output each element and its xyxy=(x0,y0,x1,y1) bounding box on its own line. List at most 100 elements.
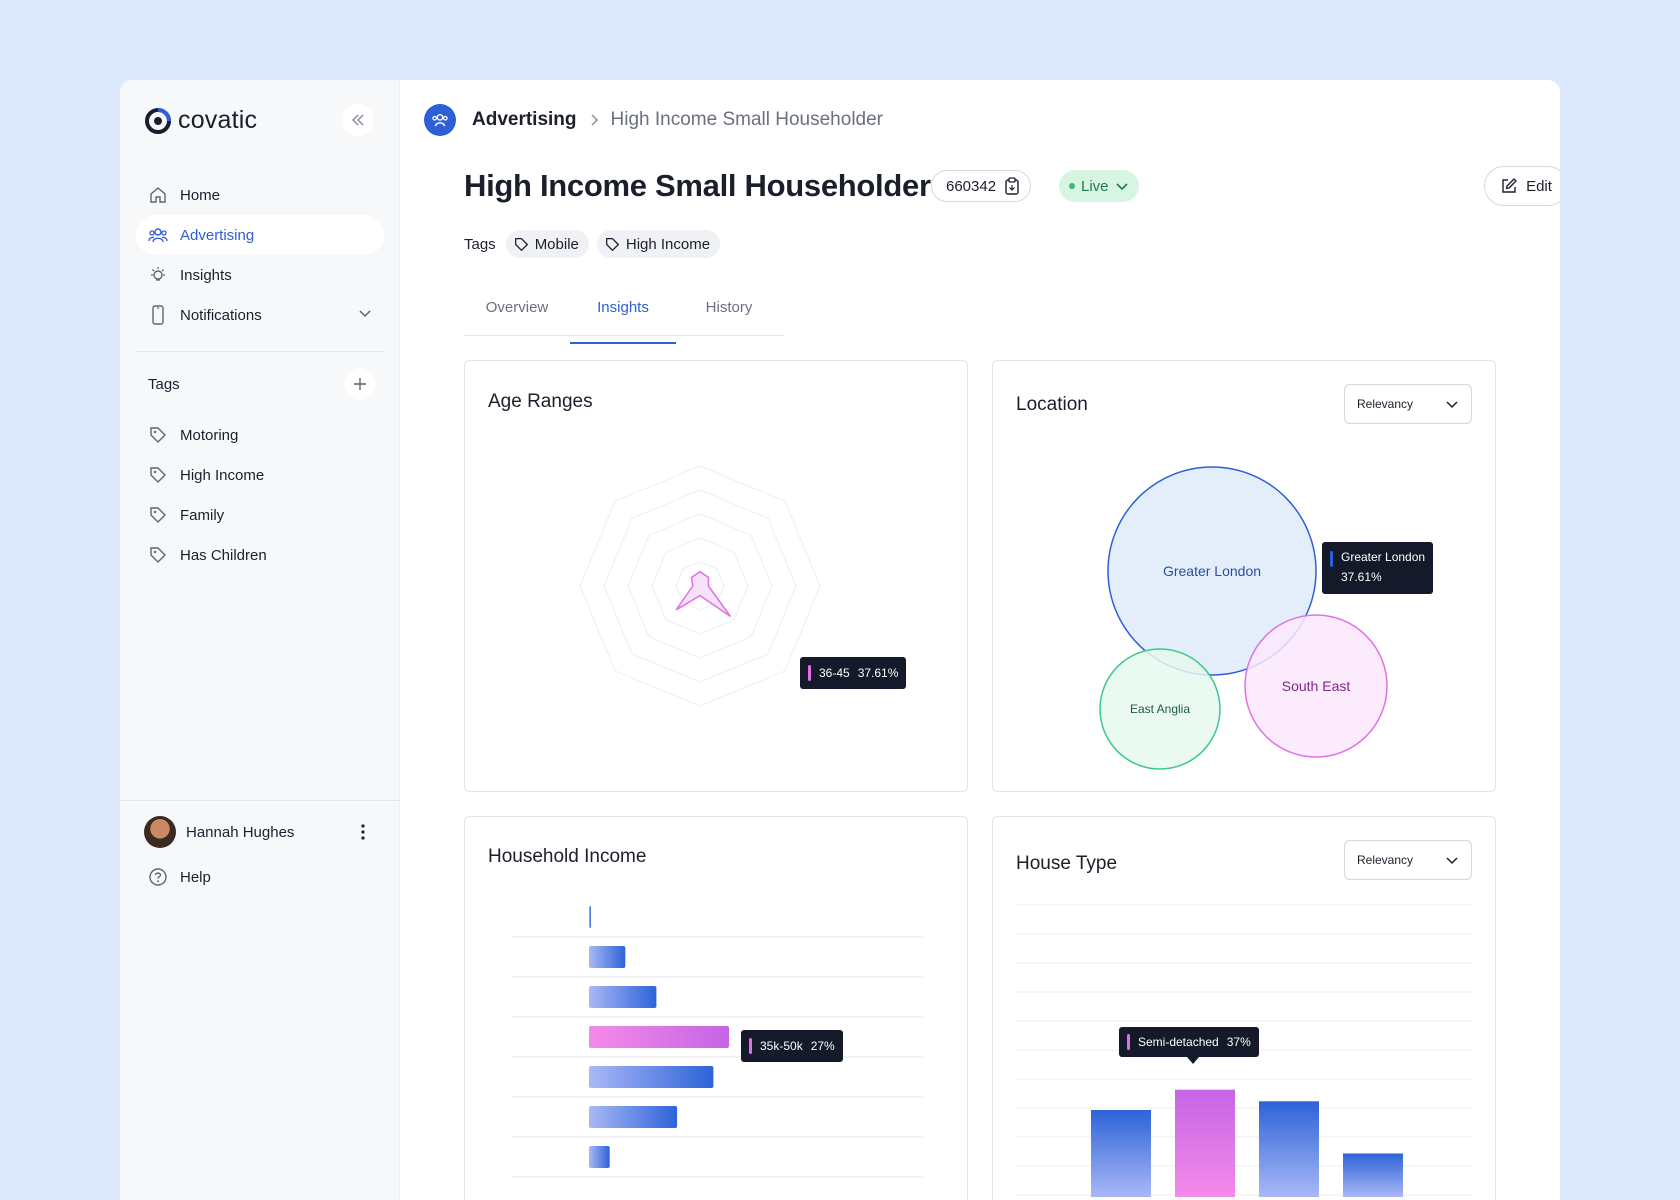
sidebar-tag-list: Motoring High Income Family Has Children xyxy=(136,415,384,575)
sidebar-tag-has-children[interactable]: Has Children xyxy=(136,535,384,575)
bubble-label-greater-london: Greater London xyxy=(1163,563,1261,579)
logo-text: covatic xyxy=(178,106,258,134)
chevron-down-icon xyxy=(1115,183,1128,191)
tag-icon xyxy=(148,505,168,525)
income-bar xyxy=(589,906,591,928)
nav-label: Notifications xyxy=(180,306,262,324)
income-bar xyxy=(589,1026,729,1048)
nav-item-notifications[interactable]: Notifications xyxy=(136,295,384,335)
income-bar xyxy=(589,946,626,968)
chevron-right-icon xyxy=(589,114,599,126)
house-type-card: House Type Relevancy Semi-detached 37% xyxy=(992,816,1496,1200)
tooltip-label: 35k-50k xyxy=(760,1039,803,1053)
plus-icon xyxy=(354,378,366,390)
status-dot xyxy=(1069,183,1075,189)
sidebar-tags-heading: Tags xyxy=(148,375,180,393)
status-label: Live xyxy=(1081,177,1109,195)
copy-icon[interactable] xyxy=(1004,177,1020,195)
age-ranges-card: Age Ranges 36-45 37.61% xyxy=(464,360,968,792)
tag-label: Family xyxy=(180,506,225,524)
sidebar-tag-motoring[interactable]: Motoring xyxy=(136,415,384,455)
sidebar-tag-family[interactable]: Family xyxy=(136,495,384,535)
tag-chip-label: Mobile xyxy=(534,235,579,253)
chevron-down-icon xyxy=(1446,401,1458,409)
nav-item-advertising[interactable]: Advertising xyxy=(136,215,384,255)
age-ranges-radar-chart xyxy=(579,465,821,707)
household-income-bar-chart xyxy=(512,906,923,1178)
user-profile[interactable]: Hannah Hughes xyxy=(144,816,374,848)
edit-label: Edit xyxy=(1526,177,1552,195)
logo[interactable]: covatic xyxy=(144,106,257,135)
card-title: House Type xyxy=(1016,853,1118,874)
status-badge[interactable]: Live xyxy=(1059,170,1139,202)
bubble-east-anglia[interactable] xyxy=(1099,648,1221,770)
tag-icon xyxy=(514,237,528,251)
app-window: covatic Home Advertising Insights Notifi… xyxy=(120,80,1560,1200)
tooltip-value: 37% xyxy=(1226,1035,1251,1049)
tooltip-swatch xyxy=(749,1038,752,1054)
audience-id-pill[interactable]: 660342 xyxy=(931,170,1032,202)
tag-label: Motoring xyxy=(180,426,239,444)
bubble-label-east-anglia: East Anglia xyxy=(1130,702,1190,716)
house-bar xyxy=(1175,1089,1235,1197)
location-tooltip: Greater London 37.61% xyxy=(1322,542,1434,594)
tab-bar: Overview Insights History xyxy=(464,288,784,344)
help-link[interactable]: Help xyxy=(148,867,211,887)
sidebar-footer: Hannah Hughes Help xyxy=(120,800,400,886)
chevron-down-icon[interactable] xyxy=(358,306,372,324)
chevron-down-icon xyxy=(1446,857,1458,865)
tag-chip-high-income[interactable]: High Income xyxy=(596,230,721,258)
tags-label: Tags xyxy=(464,235,496,253)
collapse-sidebar-button[interactable] xyxy=(342,104,374,136)
dropdown-value: Relevancy xyxy=(1357,853,1414,867)
user-menu-icon[interactable] xyxy=(360,822,366,847)
radar-grid-ring xyxy=(675,561,725,611)
location-bubble-chart: Greater London South East East Anglia xyxy=(1099,466,1388,770)
avatar[interactable] xyxy=(144,816,176,848)
card-title: Household Income xyxy=(488,846,647,867)
header-tags: Tags Mobile High Income xyxy=(464,230,721,258)
nav-label: Home xyxy=(180,186,221,204)
advertising-badge-icon xyxy=(424,104,456,136)
tooltip-swatch xyxy=(1330,551,1333,567)
tab-history[interactable]: History xyxy=(705,299,753,316)
nav-item-insights[interactable]: Insights xyxy=(136,255,384,295)
tab-overview[interactable]: Overview xyxy=(485,299,549,316)
income-bar xyxy=(589,1066,714,1088)
nav-label: Insights xyxy=(180,266,232,284)
page-title: High Income Small Householder xyxy=(464,168,931,203)
sidebar-tags-header: Tags xyxy=(148,367,376,401)
location-sort-dropdown[interactable]: Relevancy xyxy=(1344,384,1472,424)
bubble-south-east[interactable] xyxy=(1244,614,1388,758)
bubble-greater-london[interactable] xyxy=(1107,466,1317,676)
card-title: Location xyxy=(1016,394,1088,415)
audience-id: 660342 xyxy=(946,177,997,195)
tooltip-swatch xyxy=(1127,1034,1130,1050)
breadcrumb: Advertising High Income Small Householde… xyxy=(424,104,883,136)
radar-series-area xyxy=(675,570,732,618)
add-tag-button[interactable] xyxy=(344,368,376,400)
income-bar xyxy=(589,1106,678,1128)
card-title: Age Ranges xyxy=(488,391,593,412)
bubble-label-south-east: South East xyxy=(1282,678,1351,694)
house-type-bar-chart xyxy=(1016,904,1473,1197)
tooltip-label: Semi-detached xyxy=(1138,1035,1219,1049)
tab-insights[interactable]: Insights xyxy=(570,288,676,344)
tag-icon xyxy=(148,465,168,485)
tag-chip-label: High Income xyxy=(625,235,711,253)
tag-chip-mobile[interactable]: Mobile xyxy=(505,230,589,258)
income-tooltip: 35k-50k 27% xyxy=(741,1030,843,1062)
people-icon xyxy=(148,225,168,245)
breadcrumb-section[interactable]: Advertising xyxy=(472,109,577,130)
tag-icon xyxy=(148,425,168,445)
house-bar xyxy=(1259,1101,1319,1197)
home-icon xyxy=(148,185,168,205)
sidebar-tag-high-income[interactable]: High Income xyxy=(136,455,384,495)
income-bar xyxy=(589,986,657,1008)
household-income-card: Household Income 35k-50k 27% xyxy=(464,816,968,1200)
nav-item-home[interactable]: Home xyxy=(136,175,384,215)
edit-button[interactable]: Edit xyxy=(1484,166,1560,206)
phone-icon xyxy=(148,305,168,325)
sidebar: covatic Home Advertising Insights Notifi… xyxy=(120,80,400,1200)
house-type-sort-dropdown[interactable]: Relevancy xyxy=(1344,840,1472,880)
